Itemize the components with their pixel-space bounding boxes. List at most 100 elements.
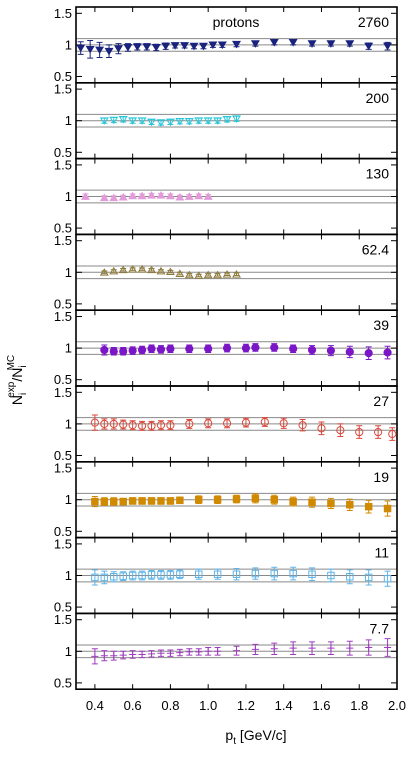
error-bar <box>195 273 202 278</box>
data-point <box>327 571 335 580</box>
data-point <box>91 652 99 660</box>
error-bar <box>318 421 325 436</box>
data-point <box>170 42 180 50</box>
y-tick-label: 1.5 <box>54 82 72 97</box>
data-point <box>114 45 123 53</box>
data-point <box>346 573 354 581</box>
data-point <box>166 497 175 505</box>
error-bar <box>186 418 193 429</box>
data-point <box>241 344 251 353</box>
panel-27: 0.5 1 1.5 27 <box>54 385 398 463</box>
error-bar <box>139 267 146 271</box>
error-bar <box>167 269 174 274</box>
data-point <box>317 424 326 433</box>
panel-39: 0.5 1 1.5 39 <box>54 309 398 387</box>
data-point <box>222 269 232 278</box>
panel-7-7: 0.5 1 1.5 7.7 <box>54 612 398 690</box>
data-point <box>147 118 157 127</box>
data-point <box>232 115 241 124</box>
data-point <box>307 345 317 355</box>
y-tick-label: 1 <box>65 492 72 507</box>
y-tick-label: 1 <box>65 568 72 583</box>
data-point <box>137 117 147 125</box>
data-point <box>156 345 166 354</box>
data-point <box>308 498 316 506</box>
data-point <box>364 42 374 51</box>
energy-label: 11 <box>374 545 389 561</box>
data-point <box>165 118 175 127</box>
y-tick-label: 0.5 <box>54 221 72 236</box>
y-tick-label: 1.5 <box>54 461 72 476</box>
panels-group: 0.511.52760protons0.511.52000.511.51300.… <box>54 6 398 690</box>
data-point <box>147 650 156 658</box>
data-point <box>184 192 194 200</box>
error-bar <box>129 267 136 271</box>
data-point <box>104 47 114 56</box>
data-point <box>109 419 118 428</box>
data-point <box>383 348 392 357</box>
data-point <box>175 117 185 126</box>
data-point <box>128 264 138 273</box>
data-point <box>100 345 109 355</box>
data-point <box>100 419 109 428</box>
energy-label: 39 <box>373 317 389 333</box>
error-bar <box>233 272 240 276</box>
data-point <box>147 421 156 430</box>
error-bar <box>167 420 174 431</box>
data-point <box>157 571 165 579</box>
data-point <box>345 40 355 48</box>
error-bar <box>139 420 146 431</box>
data-point <box>251 645 259 654</box>
data-point <box>109 266 119 275</box>
data-point <box>165 191 175 200</box>
data-point <box>157 497 165 505</box>
y-tick-label: 0.5 <box>54 372 72 387</box>
data-point <box>222 419 232 428</box>
data-point <box>137 191 147 200</box>
data-point <box>118 265 128 274</box>
data-point <box>184 117 194 126</box>
data-point <box>156 191 166 199</box>
data-point <box>346 501 354 509</box>
data-point <box>383 574 392 583</box>
data-point <box>203 117 213 125</box>
energy-label: 7.7 <box>370 620 390 636</box>
error-bar <box>91 414 98 431</box>
error-bar <box>252 567 259 580</box>
data-point <box>165 267 175 276</box>
energy-label: 200 <box>366 90 390 106</box>
data-point <box>90 418 99 427</box>
y-tick-label: 1.5 <box>54 385 72 400</box>
data-point <box>132 43 142 52</box>
energy-label: 19 <box>373 469 389 485</box>
data-point <box>383 42 393 51</box>
data-point <box>270 645 278 653</box>
error-bar <box>148 420 155 431</box>
error-bar <box>205 418 212 429</box>
data-point <box>100 573 109 582</box>
data-point <box>123 44 133 52</box>
y-axis-label: Niexp/NiMC <box>6 355 29 405</box>
data-point <box>151 44 161 52</box>
error-bar <box>157 420 164 431</box>
data-point <box>91 497 99 506</box>
data-point <box>260 417 269 427</box>
data-point <box>203 192 213 200</box>
data-point <box>119 497 127 506</box>
data-point <box>250 40 260 48</box>
data-point <box>110 573 118 581</box>
panel-19: 0.5 1 1.5 19 <box>54 461 398 539</box>
data-point <box>185 648 193 656</box>
y-tick-label: 1.5 <box>54 536 72 551</box>
x-tick-label: 1.4 <box>275 698 293 713</box>
y-tick-label: 0.5 <box>54 675 72 690</box>
data-point <box>289 497 297 506</box>
energy-label: 62.4 <box>362 241 389 257</box>
data-point <box>109 116 119 125</box>
data-point <box>222 116 232 124</box>
data-point <box>128 191 138 200</box>
data-point <box>161 42 171 51</box>
error-bar <box>389 427 396 441</box>
error-bar <box>327 568 334 583</box>
data-point <box>176 570 184 578</box>
